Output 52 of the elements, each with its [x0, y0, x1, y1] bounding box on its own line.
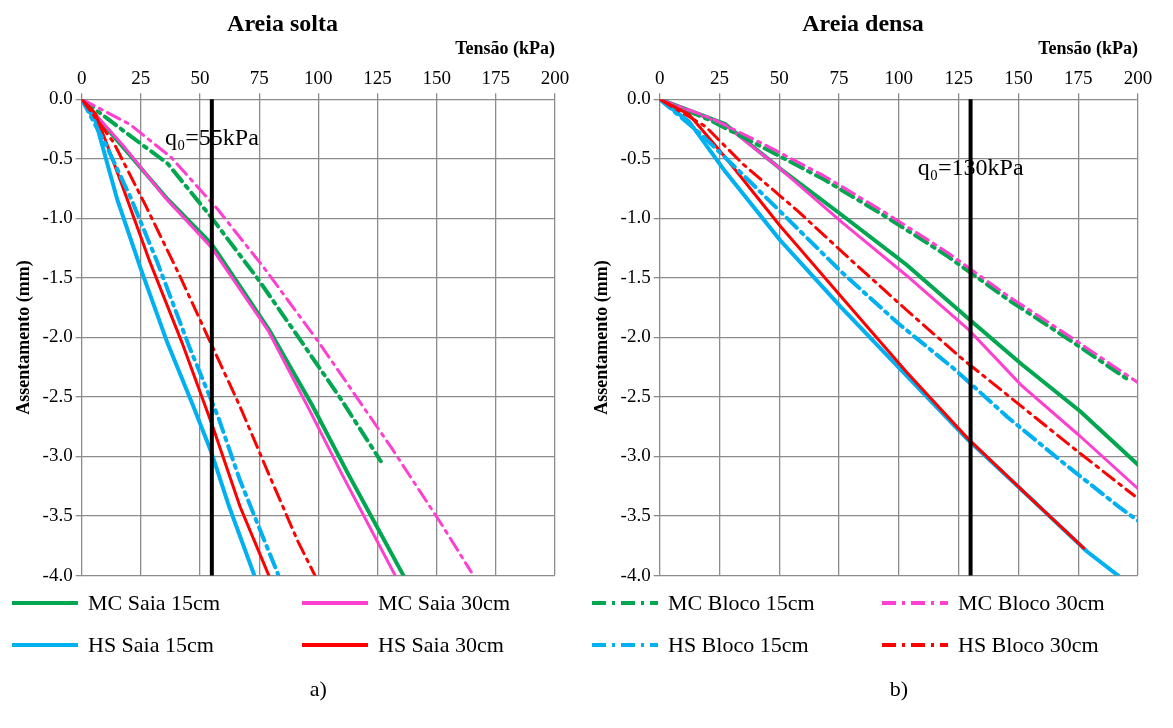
x-tick-label: 125 [944, 66, 973, 88]
y-axis-title: Assentamento (mm) [591, 260, 613, 415]
chart-title: Areia solta [227, 9, 338, 36]
y-tick-label: -2.0 [620, 325, 651, 347]
y-tick-label: -1.5 [42, 265, 73, 287]
x-tick-label: 150 [1004, 66, 1033, 88]
y-tick-label: -0.5 [42, 146, 73, 168]
legend-label: HS Saia 30cm [378, 632, 504, 658]
legend-label: MC Bloco 15cm [668, 590, 815, 616]
x-tick-label: 175 [481, 66, 511, 88]
x-tick-label: 75 [249, 66, 269, 88]
x-tick-label: 75 [829, 66, 849, 88]
chart-title: Areia densa [802, 9, 924, 36]
text: a) [309, 676, 327, 702]
x-tick-label: 0 [654, 66, 665, 88]
y-tick-label: -1.0 [620, 206, 651, 228]
y-tick-label: -4.0 [42, 563, 73, 585]
x-tick-label: 25 [709, 66, 729, 88]
y-tick-label: -4.0 [620, 563, 651, 585]
x-tick-label: 175 [1063, 66, 1093, 88]
x-tick-label: 100 [884, 66, 914, 88]
x-tick-label: 50 [769, 66, 789, 88]
x-axis-title: Tensão (kPa) [455, 38, 555, 60]
x-tick-label: 25 [131, 66, 151, 88]
x-tick-label: 125 [363, 66, 392, 88]
legend-label: HS Bloco 30cm [958, 632, 1099, 658]
x-axis-title: Tensão (kPa) [1038, 38, 1138, 60]
y-tick-label: -1.5 [620, 265, 651, 287]
legend-label: HS Saia 15cm [88, 632, 214, 658]
legend-label: MC Saia 15cm [88, 590, 220, 616]
y-tick-label: -0.5 [620, 146, 651, 168]
x-tick-label: 100 [304, 66, 333, 88]
x-tick-label: 50 [190, 66, 210, 88]
y-tick-label: -2.0 [42, 325, 73, 347]
text: b) [889, 676, 908, 702]
y-tick-label: -2.5 [620, 384, 651, 406]
y-axis-title: Assentamento (mm) [13, 260, 35, 415]
y-tick-label: 0.0 [626, 87, 651, 109]
x-tick-label: 0 [76, 66, 87, 88]
x-tick-label: 200 [540, 66, 570, 88]
y-tick-label: -3.5 [620, 504, 651, 526]
legend-label: MC Saia 30cm [378, 590, 510, 616]
y-tick-label: -3.0 [42, 444, 73, 466]
legend-label: MC Bloco 30cm [958, 590, 1105, 616]
y-tick-label: -3.0 [620, 444, 651, 466]
legend-label: HS Bloco 15cm [668, 632, 809, 658]
y-tick-label: -3.5 [42, 504, 73, 526]
y-tick-label: -1.0 [42, 206, 73, 228]
x-tick-label: 200 [1123, 66, 1153, 88]
y-tick-label: -2.5 [42, 384, 73, 406]
y-tick-label: 0.0 [48, 87, 73, 109]
x-tick-label: 150 [422, 66, 451, 88]
